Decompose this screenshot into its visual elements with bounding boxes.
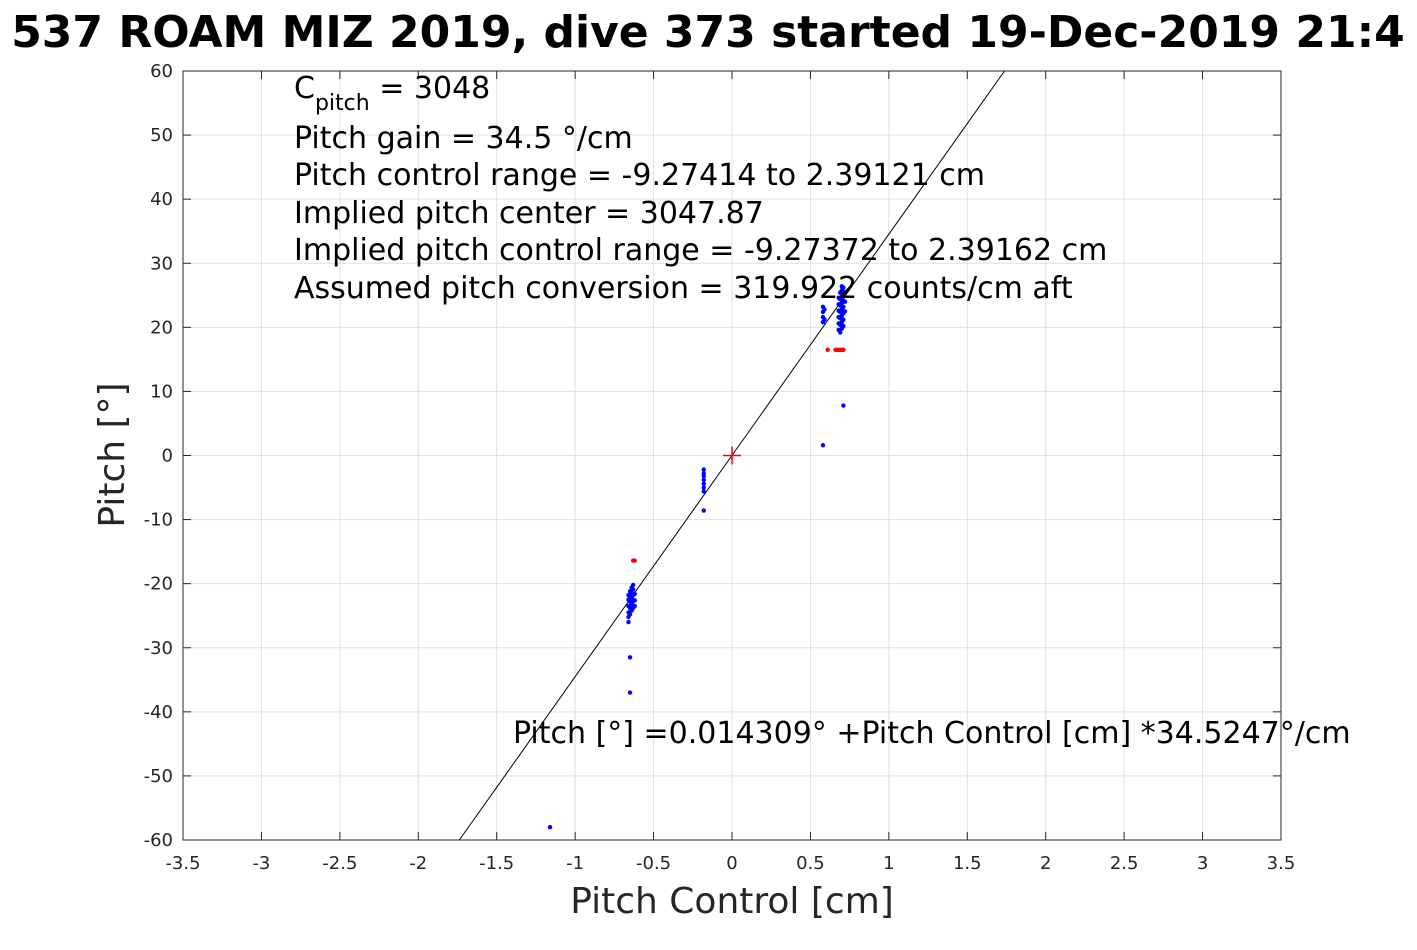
x-tick-label: 0.5: [796, 853, 825, 874]
implied-pitch-control-range-annotation: Implied pitch control range = -9.27372 t…: [294, 233, 1107, 268]
y-axis-ticks: -60 -50 -40 -30 -20 -10 0 10 20 30 40 50 60: [144, 61, 1281, 851]
y-tick-label: -50: [144, 766, 173, 787]
data-point: [841, 285, 846, 290]
data-points: [547, 284, 848, 830]
data-point: [842, 299, 848, 304]
chart-title: 537 ROAM MIZ 2019, dive 373 started 19-D…: [11, 7, 1405, 58]
y-tick-label: 0: [162, 446, 173, 467]
implied-pitch-center-annotation: Implied pitch center = 3047.87: [294, 196, 764, 231]
c-pitch-value: = 3048: [370, 71, 491, 106]
data-point: [841, 323, 846, 329]
x-tick-label: -2: [409, 853, 427, 874]
data-point: [701, 467, 706, 472]
y-tick-label: -60: [144, 830, 173, 851]
excluded-data-point: [841, 347, 846, 352]
data-point: [838, 330, 843, 335]
x-tick-label: 2.5: [1110, 853, 1139, 874]
x-tick-label: 1.5: [953, 853, 982, 874]
data-point: [632, 591, 637, 597]
excluded-data-point: [632, 558, 637, 563]
data-point: [822, 307, 827, 312]
y-tick-label: -10: [144, 510, 173, 531]
grid: [182, 70, 1282, 841]
y-tick-label: 50: [150, 125, 173, 146]
data-point: [630, 587, 636, 592]
data-point: [547, 824, 553, 830]
data-point: [822, 317, 827, 322]
excluded-data-point: [825, 347, 830, 352]
data-point: [841, 403, 846, 408]
y-tick-label: 60: [150, 61, 173, 82]
data-point: [842, 289, 848, 295]
y-tick-label: 40: [150, 189, 173, 210]
x-tick-label: -0.5: [636, 853, 671, 874]
data-point: [701, 489, 706, 494]
data-point: [627, 655, 633, 660]
x-axis-label: Pitch Control [cm]: [570, 881, 894, 922]
data-point: [701, 508, 706, 513]
data-point: [632, 603, 637, 609]
y-tick-label: -20: [144, 574, 173, 595]
data-point: [627, 612, 633, 617]
x-tick-label: -3: [252, 853, 270, 874]
x-tick-label: -2.5: [322, 853, 357, 874]
data-point: [630, 582, 636, 588]
y-tick-label: 20: [150, 317, 173, 338]
y-tick-label: -40: [144, 702, 173, 723]
x-tick-label: -1: [566, 853, 584, 874]
data-point: [632, 598, 637, 603]
y-tick-label: -30: [144, 638, 173, 659]
c-pitch-subscript: pitch: [315, 91, 370, 116]
data-point: [626, 619, 631, 625]
c-pitch-annotation: Cpitch = 3048: [294, 71, 490, 116]
data-point: [701, 481, 706, 486]
data-point: [820, 443, 826, 448]
x-tick-label: 3.5: [1267, 853, 1296, 874]
data-point: [627, 690, 633, 695]
data-point: [841, 304, 846, 310]
y-tick-label: 10: [150, 381, 173, 402]
data-point: [701, 477, 706, 483]
pitch-gain-annotation: Pitch gain = 34.5 °/cm: [294, 121, 633, 156]
x-tick-label: 0: [726, 853, 737, 874]
y-axis-label: Pitch [°]: [92, 382, 133, 527]
annotation-block: Cpitch = 3048 Pitch gain = 34.5 °/cm Pit…: [294, 71, 1107, 306]
x-tick-label: -1.5: [479, 853, 514, 874]
y-tick-label: 30: [150, 253, 173, 274]
fit-equation-annotation: Pitch [°] =0.014309° +Pitch Control [cm]…: [513, 716, 1351, 751]
pitch-conversion-annotation: Assumed pitch conversion = 319.922 count…: [294, 271, 1073, 306]
center-marker-layer: [723, 446, 741, 465]
pitch-control-range-annotation: Pitch control range = -9.27414 to 2.3912…: [294, 158, 985, 193]
x-axis-ticks: -3.5 -3 -2.5 -2 -1.5 -1 -0.5 0 0.5 1 1.5 2 2.5 3 3.5: [165, 71, 1295, 874]
c-pitch-base: C: [294, 71, 315, 106]
x-tick-label: -3.5: [165, 853, 200, 874]
data-point: [701, 485, 706, 490]
x-tick-label: 1: [883, 853, 894, 874]
x-tick-label: 2: [1040, 853, 1051, 874]
data-point: [701, 471, 706, 476]
data-point: [841, 317, 846, 322]
data-point: [842, 309, 848, 314]
x-tick-label: 3: [1197, 853, 1208, 874]
